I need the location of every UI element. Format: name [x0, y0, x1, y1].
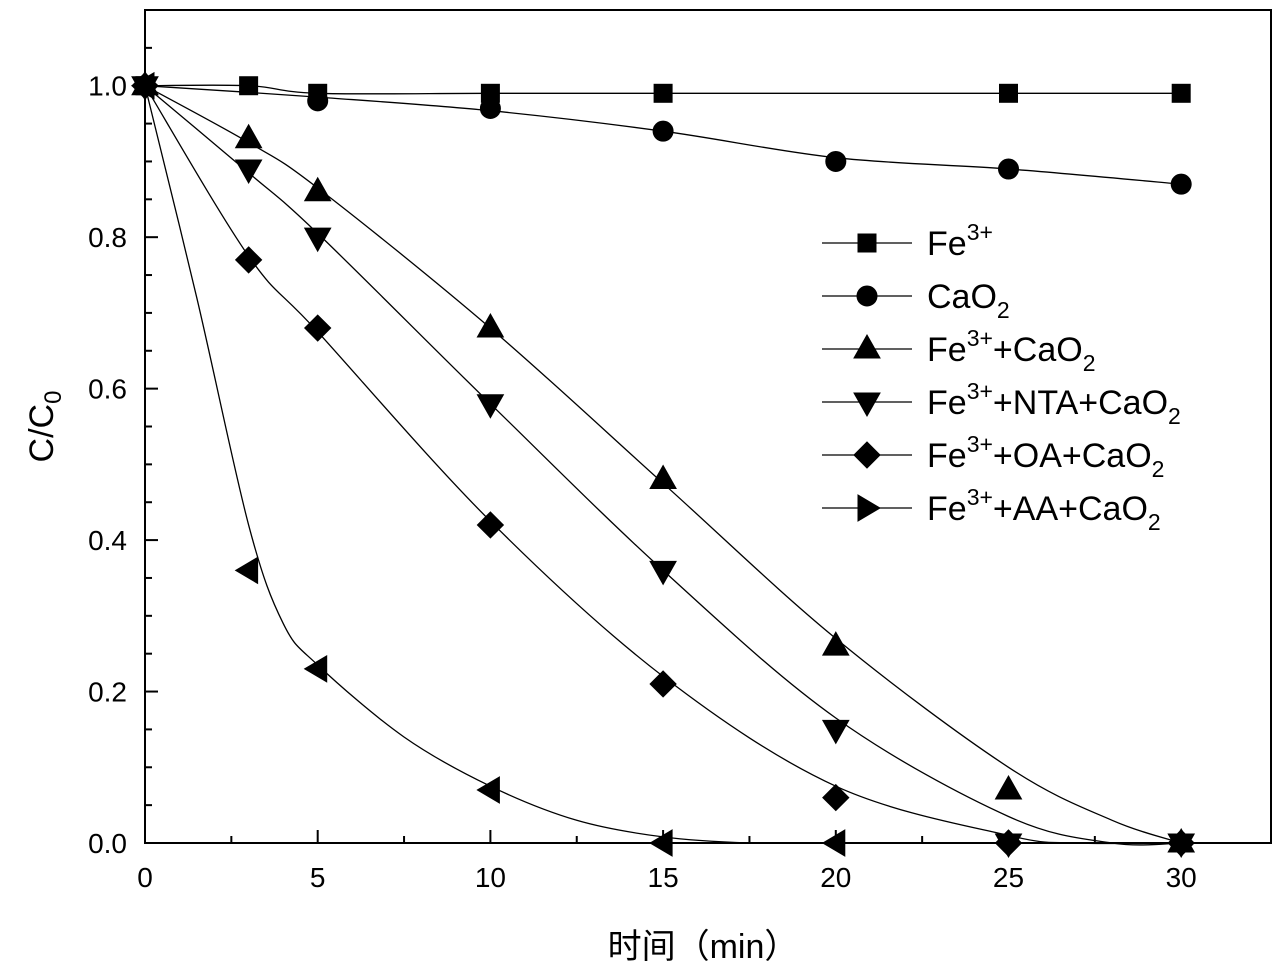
data-point-fe3-aa-cao2 [234, 556, 259, 585]
legend-label-part: 2 [997, 297, 1010, 323]
legend-label-part: 3+ [967, 378, 993, 404]
legend-label-part: Fe [927, 225, 967, 263]
data-point-cao2 [825, 150, 847, 172]
data-point-cao2 [1170, 173, 1192, 195]
legend-item-fe3: Fe3+ [822, 219, 993, 263]
legend-label: Fe3++NTA+CaO2 [927, 378, 1181, 429]
legend-item-cao2: CaO2 [822, 278, 1010, 323]
x-tick-label: 15 [648, 862, 679, 893]
data-point-fe3-cao2 [649, 464, 677, 490]
legend-label-part: +AA+CaO [993, 490, 1148, 528]
data-point-fe3-aa-cao2 [303, 654, 328, 683]
series-line-fe3-aa-cao2 [144, 85, 836, 845]
legend-label-part: Fe [927, 490, 967, 528]
y-tick-label: 0.8 [88, 222, 127, 253]
legend-label: Fe3++AA+CaO2 [927, 484, 1161, 535]
legend-label-part: 3+ [967, 431, 993, 457]
plot-frame [144, 9, 1272, 844]
legend-marker [853, 333, 881, 359]
legend-marker [853, 441, 881, 469]
data-point-fe3 [239, 76, 259, 96]
legend-label: Fe3+ [927, 219, 993, 263]
legend-label-part: 2 [1168, 403, 1181, 429]
legend-label-part: 2 [1148, 509, 1161, 535]
y-axis-ticks: 0.0 0.2 0.4 0.6 0.8 1.0 [88, 46, 158, 859]
data-point-cao2 [307, 90, 329, 112]
data-point-fe3-cao2 [303, 176, 332, 202]
legend-label-part: Fe [927, 437, 967, 475]
data-point-fe3 [653, 83, 673, 103]
x-tick-label: 25 [993, 862, 1024, 893]
data-point-fe3-nta-cao2 [234, 159, 263, 185]
data-point-fe3-cao2 [821, 631, 850, 656]
data-point-fe3 [1171, 83, 1191, 103]
legend-label-part: 3+ [967, 325, 993, 351]
series-markers [131, 70, 1196, 859]
data-point-fe3-cao2 [476, 313, 505, 338]
legend-marker [857, 494, 881, 522]
legend-item-fe3-nta-cao2: Fe3++NTA+CaO2 [822, 378, 1181, 429]
data-point-fe3-nta-cao2 [649, 560, 677, 586]
x-tick-label: 0 [137, 862, 153, 893]
legend-label-part: Fe [927, 331, 967, 369]
legend-label-part: 2 [1083, 350, 1096, 376]
legend-label-part: CaO [927, 278, 997, 316]
legend-item-fe3-cao2: Fe3++CaO2 [822, 325, 1095, 376]
y-axis-title: C/C0 [23, 391, 67, 463]
legend-label: Fe3++OA+CaO2 [927, 431, 1164, 482]
legend-item-fe3-aa-cao2: Fe3++AA+CaO2 [822, 484, 1161, 535]
y-axis-title-subscript: 0 [40, 391, 67, 404]
y-axis-title-main: C/C [23, 404, 61, 463]
data-point-fe3-aa-cao2 [476, 776, 500, 804]
data-point-fe3 [998, 83, 1018, 103]
legend-marker [857, 233, 877, 253]
legend-label: Fe3++CaO2 [927, 325, 1095, 376]
legend-marker [853, 392, 881, 418]
legend: Fe3+CaO2Fe3++CaO2Fe3++NTA+CaO2Fe3++OA+Ca… [822, 219, 1181, 535]
data-point-fe3-nta-cao2 [476, 394, 505, 419]
data-point-fe3-nta-cao2 [303, 227, 332, 253]
legend-label: CaO2 [927, 278, 1010, 323]
x-axis-ticks: 0 5 10 15 20 25 30 [137, 830, 1197, 893]
y-tick-label: 0.4 [88, 525, 127, 556]
y-tick-label: 0.0 [88, 828, 127, 859]
legend-label-part: 3+ [967, 219, 993, 245]
data-point-cao2 [652, 120, 674, 142]
data-point-fe3-oa-cao2 [303, 314, 332, 342]
legend-label-part: +CaO [993, 331, 1083, 369]
data-point-fe3-oa-cao2 [822, 783, 850, 812]
x-tick-label: 20 [820, 862, 851, 893]
legend-label-part: 3+ [967, 484, 993, 510]
data-point-fe3-oa-cao2 [476, 511, 505, 539]
data-point-fe3-cao2 [234, 123, 263, 149]
series-line-fe3-oa-cao2 [144, 85, 1182, 845]
data-point-fe3-oa-cao2 [649, 670, 677, 698]
x-tick-label: 10 [475, 862, 506, 893]
data-point-cao2 [479, 97, 501, 119]
legend-label-part: +OA+CaO [993, 437, 1152, 475]
legend-label-part: +NTA+CaO [993, 384, 1168, 422]
legend-item-fe3-oa-cao2: Fe3++OA+CaO2 [822, 431, 1164, 482]
data-point-fe3-nta-cao2 [821, 719, 850, 745]
x-tick-label: 5 [310, 862, 326, 893]
y-tick-label: 0.6 [88, 374, 127, 405]
y-tick-label: 0.2 [88, 677, 127, 708]
x-axis-title: 时间（min） [608, 928, 799, 966]
x-tick-label: 30 [1166, 862, 1197, 893]
data-point-fe3-cao2 [994, 774, 1023, 800]
data-point-fe3-oa-cao2 [234, 246, 263, 274]
y-tick-label: 1.0 [88, 71, 127, 102]
legend-label-part: Fe [927, 384, 967, 422]
legend-label-part: 2 [1152, 456, 1165, 482]
data-point-cao2 [997, 158, 1019, 180]
legend-marker [856, 285, 878, 307]
